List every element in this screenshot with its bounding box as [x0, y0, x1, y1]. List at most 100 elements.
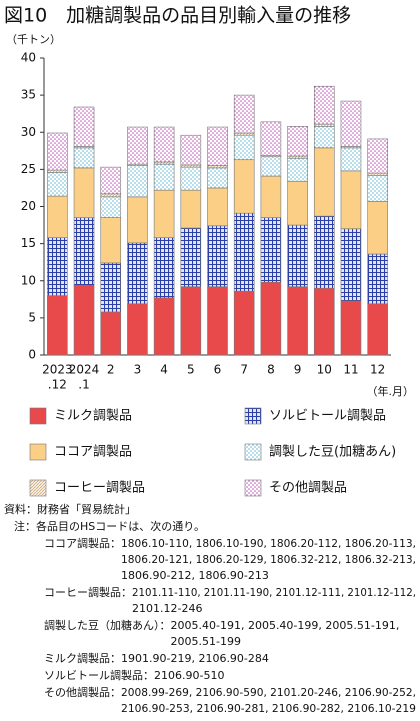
bar-segment	[207, 167, 228, 189]
bar-segment	[100, 262, 122, 313]
x-tick-label: 10	[317, 363, 332, 377]
bar-segment	[180, 166, 202, 191]
bar-segment	[127, 126, 148, 165]
y-tick-label: 30	[21, 125, 36, 139]
legend-label: 調製した豆(加糖あん)	[269, 444, 396, 460]
hs-codes: 1806.20-121, 1806.20-129, 1806.32-212, 1…	[121, 553, 416, 566]
bar-segment	[207, 165, 228, 169]
y-tick-label: 15	[21, 236, 36, 250]
bar-segment	[73, 284, 95, 356]
legend-label: ココア調製品	[54, 445, 132, 460]
bar-segment	[233, 94, 255, 134]
bar-segment	[340, 228, 362, 302]
note-label: 注：	[14, 519, 36, 533]
bar-segment	[340, 100, 362, 147]
bar-segment	[73, 167, 95, 218]
bar-segment	[340, 300, 362, 356]
bar-segment	[367, 175, 388, 202]
bar-segment	[47, 195, 68, 238]
x-tick-label: 12	[370, 363, 385, 377]
x-tick-label: 5	[187, 363, 195, 377]
bar-segment	[73, 217, 95, 286]
y-tick-label: 35	[21, 88, 36, 102]
bar-segment	[287, 286, 308, 356]
x-tick-label: 7	[240, 363, 248, 377]
hs-label: 調製した豆（加糖あん）：	[44, 618, 171, 632]
y-tick-label: 40	[21, 51, 36, 65]
bar-segment	[207, 225, 228, 287]
bar-segment	[100, 193, 122, 198]
bar-segment	[207, 286, 228, 356]
y-tick-label: 5	[28, 310, 36, 324]
hs-codes: 2101.11-110, 2101.11-190, 2101.12-111, 2…	[132, 586, 416, 599]
bar-segment	[287, 157, 308, 182]
bar-segment	[233, 159, 255, 214]
bar-segment	[180, 164, 202, 168]
legend-label: ソルビトール調製品	[269, 409, 386, 424]
bar-segment	[260, 281, 282, 356]
bar-segment	[180, 227, 202, 287]
bar-segment	[367, 138, 388, 174]
y-tick-label: 20	[21, 199, 36, 213]
x-tick-label: 4	[160, 363, 168, 377]
bar-segment	[313, 85, 335, 125]
bar-segment	[180, 134, 202, 166]
y-tick-label: 25	[21, 162, 36, 176]
bar-segment	[153, 189, 175, 238]
x-tick-label: .1	[78, 378, 89, 392]
bar-segment	[47, 172, 68, 197]
bar-segment	[100, 217, 122, 264]
x-tick-label: .12	[48, 378, 67, 392]
legend-swatch	[244, 407, 262, 425]
note: 各品目のHSコードは、次の通り。	[36, 519, 205, 533]
bar-segment	[367, 201, 388, 255]
bar-segment	[180, 189, 202, 229]
bar-segment	[127, 242, 148, 305]
bar-segment	[100, 196, 122, 218]
source: 財務省「貿易統計」	[37, 502, 136, 516]
bar-segment	[233, 290, 255, 356]
bar-segment	[100, 166, 122, 195]
y-unit: （千トン）	[6, 33, 61, 46]
bar-segment	[313, 123, 335, 127]
bar-segment	[313, 126, 335, 149]
legend-swatch	[29, 479, 47, 497]
bar-segment	[207, 187, 228, 227]
bar-segment	[47, 237, 68, 296]
bar-segment	[207, 126, 228, 166]
legend-label: その他調製品	[269, 481, 347, 496]
hs-codes: 2005.51-199	[171, 635, 241, 648]
bar-segment	[260, 121, 282, 156]
bar-segment	[340, 147, 362, 172]
hs-codes: 2005.40-191, 2005.40-199, 2005.51-191,	[171, 619, 400, 632]
bar-segment	[313, 147, 335, 217]
y-tick-label: 10	[21, 273, 36, 287]
hs-codes: 1806.10-110, 1806.10-190, 1806.20-112, 1…	[121, 537, 416, 550]
bar-segment	[153, 126, 175, 163]
x-tick-label: 2	[107, 363, 115, 377]
chart-title: 図10 加糖調製品の品目別輸入量の推移	[4, 5, 351, 27]
hs-codes: 2106.90-510	[154, 669, 224, 682]
bar-segment	[367, 303, 388, 356]
legend-label: コーヒー調製品	[54, 481, 145, 496]
bar-segment	[153, 297, 175, 356]
bar-segment	[153, 237, 175, 299]
x-unit: （年.月）	[367, 384, 415, 398]
bar-segment	[127, 303, 148, 356]
x-tick-label: 9	[294, 363, 302, 377]
bar-segment	[287, 180, 308, 226]
bar-segment	[233, 132, 255, 136]
bar-segment	[287, 155, 308, 159]
x-tick-label: 2024	[69, 363, 100, 377]
x-tick-label: 6	[214, 363, 222, 377]
bar-segment	[287, 126, 308, 157]
bar-segment	[367, 253, 388, 305]
x-tick-label: 3	[134, 363, 142, 377]
x-tick-label: 2023	[42, 363, 73, 377]
legend-label: ミルク調製品	[54, 409, 132, 424]
bar-segment	[287, 224, 308, 287]
bar-segment	[127, 196, 148, 244]
legend-swatch	[29, 443, 47, 461]
source-label: 資料：	[4, 502, 37, 516]
